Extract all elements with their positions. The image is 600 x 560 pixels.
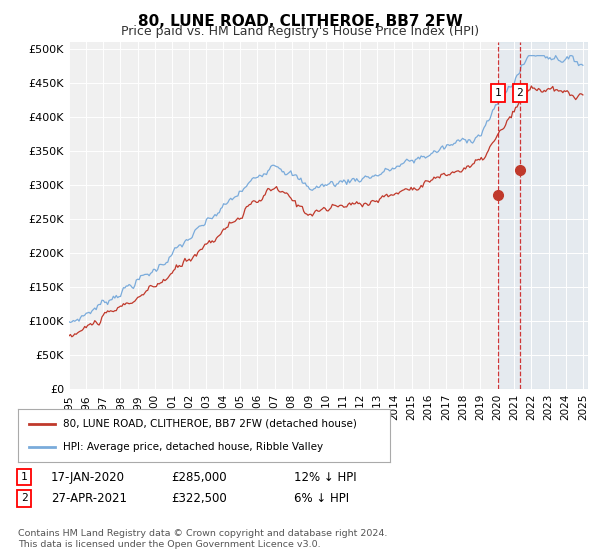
Text: 2: 2 [517, 88, 523, 98]
Text: HPI: Average price, detached house, Ribble Valley: HPI: Average price, detached house, Ribb… [62, 442, 323, 452]
Text: 1: 1 [20, 472, 28, 482]
Text: Contains HM Land Registry data © Crown copyright and database right 2024.
This d: Contains HM Land Registry data © Crown c… [18, 529, 388, 549]
Text: 6% ↓ HPI: 6% ↓ HPI [294, 492, 349, 505]
Text: £285,000: £285,000 [171, 470, 227, 484]
Text: 27-APR-2021: 27-APR-2021 [51, 492, 127, 505]
Text: 80, LUNE ROAD, CLITHEROE, BB7 2FW: 80, LUNE ROAD, CLITHEROE, BB7 2FW [137, 14, 463, 29]
Text: 80, LUNE ROAD, CLITHEROE, BB7 2FW (detached house): 80, LUNE ROAD, CLITHEROE, BB7 2FW (detac… [62, 419, 356, 429]
Text: £322,500: £322,500 [171, 492, 227, 505]
Text: 12% ↓ HPI: 12% ↓ HPI [294, 470, 356, 484]
Text: 17-JAN-2020: 17-JAN-2020 [51, 470, 125, 484]
Bar [498, 42, 588, 389]
Text: 2: 2 [20, 493, 28, 503]
Text: Price paid vs. HM Land Registry's House Price Index (HPI): Price paid vs. HM Land Registry's House … [121, 25, 479, 38]
Text: 1: 1 [494, 88, 501, 98]
